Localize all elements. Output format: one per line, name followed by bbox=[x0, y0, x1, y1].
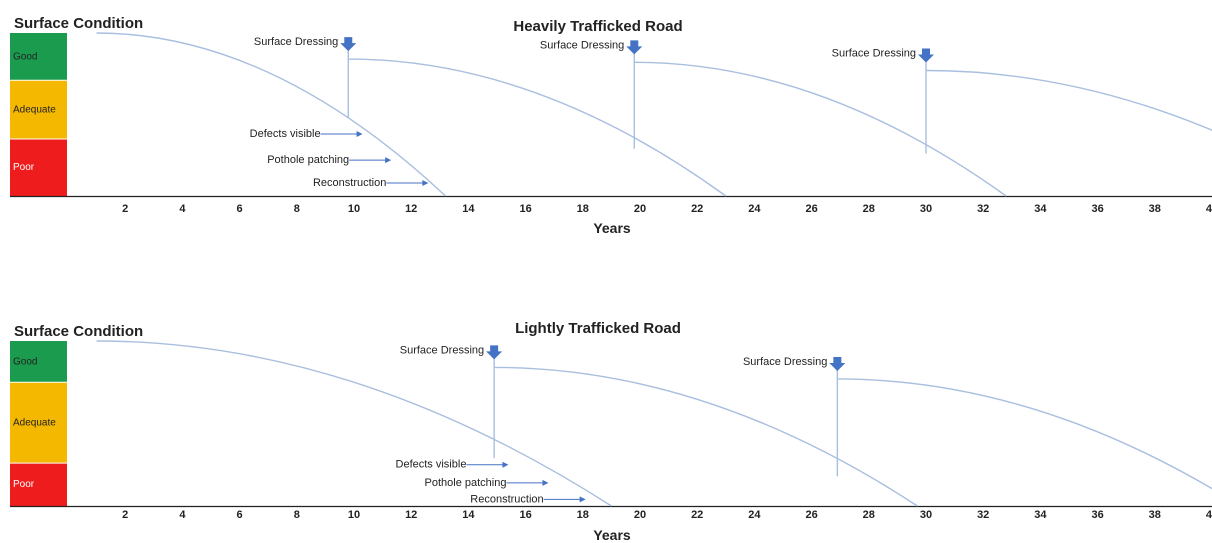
annotation-arrow-icon bbox=[422, 179, 429, 186]
x-tick-label: 12 bbox=[405, 203, 417, 215]
x-tick-label: 24 bbox=[748, 203, 761, 215]
x-tick-label: 22 bbox=[691, 509, 703, 521]
condition-band-good bbox=[10, 33, 67, 81]
band-label: Good bbox=[13, 356, 37, 367]
band-label: Adequate bbox=[13, 417, 56, 428]
x-tick-label: 32 bbox=[977, 203, 989, 215]
x-tick-label: 8 bbox=[294, 203, 300, 215]
x-tick-label: 30 bbox=[920, 509, 932, 521]
annotation-arrow-icon bbox=[542, 479, 549, 486]
y-axis-label: Surface Condition bbox=[14, 323, 143, 340]
band-label: Adequate bbox=[13, 104, 56, 115]
annotation-label: Reconstruction bbox=[470, 493, 543, 505]
x-tick-label: 16 bbox=[519, 203, 531, 215]
annotation-label: Pothole patching bbox=[425, 477, 507, 489]
x-axis-label: Years bbox=[593, 527, 631, 543]
x-tick-label: 20 bbox=[634, 509, 646, 521]
annotation-label: Defects visible bbox=[250, 128, 321, 140]
deterioration-curve-3 bbox=[634, 61, 1007, 197]
x-tick-label: 8 bbox=[294, 509, 300, 521]
x-tick-label: 30 bbox=[920, 203, 932, 215]
chart-title: Lightly Trafficked Road bbox=[515, 320, 681, 337]
annotation-label: Pothole patching bbox=[267, 154, 349, 166]
annotation-arrow-icon bbox=[385, 157, 392, 164]
x-tick-label: 12 bbox=[405, 509, 417, 521]
condition-band-good bbox=[10, 341, 67, 383]
x-axis-label: Years bbox=[593, 220, 631, 236]
x-tick-label: 26 bbox=[805, 509, 817, 521]
treatment-arrow-icon bbox=[340, 37, 357, 52]
deterioration-curve-4 bbox=[925, 69, 1212, 131]
x-tick-label: 28 bbox=[863, 203, 875, 215]
treatment-label: Surface Dressing bbox=[400, 344, 484, 356]
deterioration-curve-3 bbox=[837, 378, 1212, 490]
x-tick-label: 32 bbox=[977, 509, 989, 521]
deterioration-curve-2 bbox=[348, 58, 727, 197]
x-tick-label: 18 bbox=[577, 203, 589, 215]
x-tick-label: 14 bbox=[462, 203, 475, 215]
y-axis-label: Surface Condition bbox=[14, 15, 143, 32]
x-tick-label: 40 bbox=[1206, 509, 1212, 521]
x-tick-label: 36 bbox=[1091, 509, 1103, 521]
x-tick-label: 38 bbox=[1149, 203, 1161, 215]
x-tick-label: 24 bbox=[748, 509, 761, 521]
deterioration-curve-2 bbox=[494, 366, 918, 507]
band-label: Good bbox=[13, 51, 37, 62]
x-tick-label: 10 bbox=[348, 203, 360, 215]
deterioration-curve-1 bbox=[96, 340, 612, 507]
condition-band-adequate bbox=[10, 382, 67, 464]
treatment-arrow-icon bbox=[626, 40, 643, 55]
treatment-label: Surface Dressing bbox=[743, 356, 827, 368]
treatment-arrow-icon bbox=[918, 48, 934, 63]
band-label: Poor bbox=[13, 162, 35, 173]
x-tick-label: 16 bbox=[519, 509, 531, 521]
x-tick-label: 2 bbox=[122, 509, 128, 521]
annotation-label: Reconstruction bbox=[313, 177, 386, 189]
x-tick-label: 26 bbox=[805, 203, 817, 215]
x-tick-label: 10 bbox=[348, 509, 360, 521]
x-tick-label: 4 bbox=[179, 509, 186, 521]
treatment-arrow-icon bbox=[486, 345, 503, 360]
deterioration-curve-1 bbox=[96, 32, 446, 197]
x-tick-label: 40 bbox=[1206, 203, 1212, 215]
x-tick-label: 20 bbox=[634, 203, 646, 215]
condition-band-poor bbox=[10, 138, 67, 196]
x-tick-label: 28 bbox=[863, 509, 875, 521]
chart-title: Heavily Trafficked Road bbox=[513, 18, 682, 35]
band-label: Poor bbox=[13, 479, 35, 490]
annotation-arrow-icon bbox=[579, 496, 586, 503]
treatment-label: Surface Dressing bbox=[254, 36, 338, 48]
x-tick-label: 4 bbox=[179, 203, 186, 215]
x-tick-label: 38 bbox=[1149, 509, 1161, 521]
x-tick-label: 14 bbox=[462, 509, 475, 521]
treatment-label: Surface Dressing bbox=[832, 47, 916, 59]
annotation-arrow-icon bbox=[502, 461, 509, 468]
annotation-arrow-icon bbox=[356, 131, 363, 138]
x-tick-label: 6 bbox=[237, 509, 243, 521]
condition-band-adequate bbox=[10, 80, 67, 139]
x-tick-label: 34 bbox=[1034, 203, 1047, 215]
annotation-label: Defects visible bbox=[396, 459, 467, 471]
treatment-arrow-icon bbox=[829, 356, 846, 371]
x-tick-label: 2 bbox=[122, 203, 128, 215]
x-tick-label: 18 bbox=[577, 509, 589, 521]
x-tick-label: 22 bbox=[691, 203, 703, 215]
x-tick-label: 36 bbox=[1091, 203, 1103, 215]
treatment-label: Surface Dressing bbox=[540, 39, 624, 51]
condition-band-poor bbox=[10, 463, 67, 506]
x-tick-label: 34 bbox=[1034, 509, 1047, 521]
x-tick-label: 6 bbox=[237, 203, 243, 215]
